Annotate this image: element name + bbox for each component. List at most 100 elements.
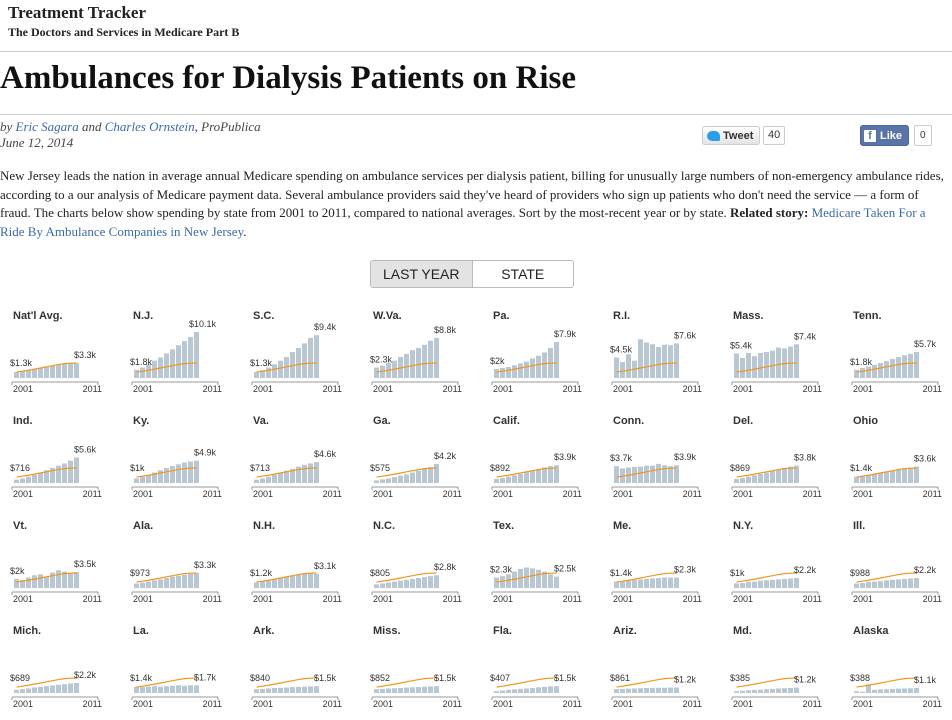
value-bar [314,686,319,693]
value-bar [512,475,517,483]
state-chart-svg: Conn. $3.7k $3.9k 2001 2011 [610,415,702,499]
value-bar [32,575,37,588]
value-bar [50,365,55,378]
value-bar [44,686,49,693]
state-chart: W.Va. $2.3k $8.8k 2001 2011 [360,300,480,405]
state-chart: Mich. $689 $2.2k 2001 2011 [0,615,120,720]
value-bar [158,686,163,693]
value-bar [524,688,529,693]
value-bar [530,568,535,588]
value-bar [530,687,535,693]
start-value-label: $3.7k [610,453,633,463]
start-value-label: $1k [130,463,145,473]
value-bar [872,689,877,693]
national-average-line [496,467,557,478]
end-value-label: $3.3k [194,560,217,570]
value-bar [644,465,649,483]
value-bar [398,475,403,483]
start-value-label: $1.3k [250,358,273,368]
value-bar [308,572,313,588]
state-name-label: Ind. [13,415,33,427]
value-bar [626,354,631,378]
value-bar [152,472,157,483]
value-bar [182,685,187,693]
value-bar [62,363,67,378]
value-bar [194,685,199,693]
x-start-label: 2001 [493,489,513,499]
end-value-label: $3.9k [674,452,697,462]
value-bar [638,339,643,378]
x-start-label: 2001 [853,384,873,394]
state-name-label: La. [133,625,149,637]
state-chart: Ind. $716 $5.6k 2001 2011 [0,405,120,510]
article-intro: New Jersey leads the nation in average a… [0,167,945,241]
related-story-link[interactable]: Medicare Taken For a Ride By Ambulance C… [0,205,926,239]
state-chart: Tex. $2.3k $2.5k 2001 2011 [480,510,600,615]
x-end-label: 2011 [203,699,222,709]
value-bar [26,688,31,693]
value-bar [44,576,49,588]
value-bar [152,686,157,693]
publish-date: June 12, 2014 [0,135,74,150]
state-chart-svg: Miss. $852 $1.5k 2001 2011 [370,625,462,709]
state-chart-svg: Nat'l Avg. $1.3k $3.3k 2001 2011 [10,310,102,394]
value-bar [428,576,433,588]
value-bar [908,353,913,378]
state-chart: Ariz. $861 $1.2k 2001 2011 [600,615,720,720]
value-bar [554,465,559,483]
value-bar [668,577,673,588]
x-start-label: 2001 [133,384,153,394]
value-bar [896,469,901,483]
state-chart-svg: Calif. $892 $3.9k 2001 2011 [490,415,582,499]
x-end-label: 2011 [323,594,342,604]
end-value-label: $2.2k [74,670,97,680]
value-bar [638,579,643,588]
sort-last-year-button[interactable]: LAST YEAR [371,261,473,287]
value-bar [170,466,175,483]
value-bar [770,688,775,693]
value-bar [14,578,19,588]
state-chart-svg: Pa. $2k $7.9k 2001 2011 [490,310,582,394]
end-value-label: $4.2k [434,451,457,461]
end-value-label: $3.6k [914,454,937,464]
state-chart: N.Y. $1k $2.2k 2001 2011 [720,510,840,615]
start-value-label: $1.8k [850,357,873,367]
value-bar [74,457,79,483]
state-name-label: Del. [733,415,753,427]
facebook-like-button[interactable]: f Like [860,125,910,146]
value-bar [68,683,73,693]
x-end-label: 2011 [83,489,102,499]
x-end-label: 2011 [563,594,582,604]
end-value-label: $2.2k [794,565,817,575]
value-bar [380,583,385,588]
tweet-button[interactable]: Tweet [702,126,761,145]
value-bar [752,689,757,693]
value-bar [290,687,295,693]
value-bar [914,352,919,378]
author-link-2[interactable]: Charles Ornstein [104,119,195,134]
intro-text: New Jersey leads the nation in average a… [0,168,944,220]
x-start-label: 2001 [13,594,33,604]
start-value-label: $2k [490,356,505,366]
value-bar [506,476,511,483]
end-value-label: $4.9k [194,448,217,458]
value-bar [674,465,679,483]
value-bar [422,468,427,483]
author-link-1[interactable]: Eric Sagara [15,119,79,134]
value-bar [896,579,901,588]
value-bar [74,362,79,378]
end-value-label: $7.9k [554,329,577,339]
value-bar [878,362,883,378]
national-average-line [16,572,77,583]
state-chart: R.I. $4.5k $7.6k 2001 2011 [600,300,720,405]
state-name-label: Fla. [493,625,512,637]
value-bar [890,358,895,378]
section-title[interactable]: Treatment Tracker [8,3,147,22]
sort-state-button[interactable]: STATE [501,266,545,282]
end-value-label: $8.8k [434,325,457,335]
state-name-label: Ga. [373,415,391,427]
value-bar [68,572,73,588]
state-chart-svg: Del. $869 $3.8k 2001 2011 [730,415,822,499]
value-bar [788,466,793,483]
x-start-label: 2001 [613,489,633,499]
